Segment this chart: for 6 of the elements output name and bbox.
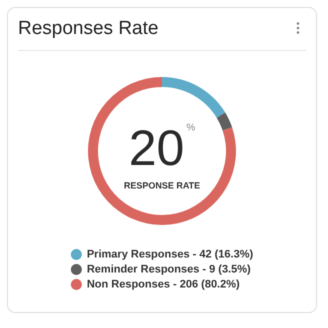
chart-title: Responses Rate (18, 18, 158, 40)
text: 20% (128, 120, 196, 176)
text: RESPONSE RATE (124, 180, 200, 190)
legend-label: Reminder Responses - 9 (3.5%) (86, 264, 252, 276)
legend-label: Non Responses - 206 (80.2%) (86, 278, 240, 290)
legend-label: Primary Responses - 42 (16.3%) (86, 248, 254, 260)
